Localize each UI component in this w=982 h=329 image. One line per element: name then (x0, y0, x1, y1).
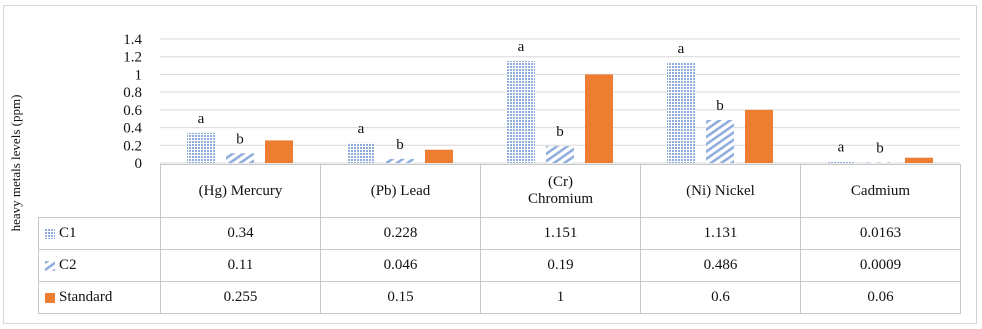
annotation-a: a (678, 41, 685, 57)
data-label: 1.131 (640, 217, 801, 250)
legend-swatch (45, 292, 55, 303)
series-name: C1 (59, 225, 77, 241)
data-label: 0.15 (320, 281, 481, 314)
data-label: 0.06 (800, 281, 961, 314)
table-row: Standard 0.255 0.15 1 0.6 0.06 (38, 281, 961, 314)
category-label: (Ni) Nickel (640, 164, 801, 218)
category-label: (Hg) Mercury (160, 164, 321, 218)
gridlines (160, 38, 960, 164)
bar-c1-4 (827, 161, 855, 163)
y-axis-label: heavy metals levels (ppm) (8, 94, 23, 232)
series-legend-key: C1 (38, 217, 161, 250)
bar-c1-1 (347, 142, 375, 163)
bar-c2-2 (546, 146, 574, 163)
bar-standard-2 (585, 74, 613, 163)
series-name: Standard (59, 289, 113, 305)
annotation-a: a (358, 121, 365, 137)
data-label: 0.19 (480, 249, 641, 282)
category-label: (Cr) Chromium (480, 164, 641, 218)
annotation-b: b (716, 98, 724, 114)
table-row: C2 0.11 0.046 0.19 0.486 0.0009 (38, 249, 961, 282)
data-table: (Hg) Mercury (Pb) Lead (Cr) Chromium (Ni) N… (38, 164, 961, 314)
data-label: 0.6 (640, 281, 801, 314)
annotation-b: b (876, 141, 884, 157)
y-tick-label: 0.6 (123, 103, 142, 119)
y-tick-label: 0.2 (123, 138, 142, 154)
data-label: 0.0009 (800, 249, 961, 282)
series-name: C2 (59, 257, 77, 273)
series-legend-key: Standard (38, 281, 161, 314)
bar-c2-1 (386, 158, 414, 163)
bar-c1-3 (667, 62, 695, 163)
annotation-b: b (556, 124, 564, 140)
data-label: 0.34 (160, 217, 321, 250)
legend-swatch (45, 260, 55, 271)
legend-swatch (45, 228, 55, 239)
data-label: 0.486 (640, 249, 801, 282)
y-tick-label: 0.4 (123, 121, 142, 137)
data-label: 0.228 (320, 217, 481, 250)
series-legend-key: C2 (38, 249, 161, 282)
y-tick-label: 1.2 (123, 50, 142, 66)
y-tick-label: 1.4 (123, 32, 142, 48)
data-label: 0.11 (160, 249, 321, 282)
bar-c2-0 (226, 153, 254, 163)
bar-c2-4 (866, 162, 894, 163)
y-tick-label: 1 (135, 67, 143, 83)
y-tick-label: 0 (135, 156, 143, 172)
annotation-a: a (518, 39, 525, 55)
significance-annotations: a b a b a b a b a b (198, 39, 884, 156)
annotation-a: a (838, 140, 845, 156)
data-label: 1.151 (480, 217, 641, 250)
category-label: (Pb) Lead (320, 164, 481, 218)
y-tick-label: 0.8 (123, 85, 142, 101)
annotation-b: b (396, 137, 404, 153)
data-label: 1 (480, 281, 641, 314)
annotation-a: a (198, 111, 205, 127)
bar-standard-4 (905, 157, 933, 163)
table-row: C1 0.34 0.228 1.151 1.131 0.0163 (38, 217, 961, 250)
bar-c1-0 (187, 132, 215, 163)
y-axis-ticks: 0 0.20.4 0.6 0.8 11.2 1.4 (123, 32, 142, 172)
table-corner (38, 164, 161, 218)
chart-frame (3, 5, 977, 324)
category-label: Cadmium (800, 164, 961, 218)
data-label: 0.255 (160, 281, 321, 314)
bar-c2-3 (706, 119, 734, 163)
data-label: 0.0163 (800, 217, 961, 250)
bar-standard-1 (425, 149, 453, 163)
data-label: 0.046 (320, 249, 481, 282)
bar-c1-2 (507, 61, 535, 163)
annotation-b: b (236, 131, 244, 147)
bar-standard-0 (265, 140, 293, 163)
bars (187, 61, 933, 163)
bar-standard-3 (745, 109, 773, 163)
